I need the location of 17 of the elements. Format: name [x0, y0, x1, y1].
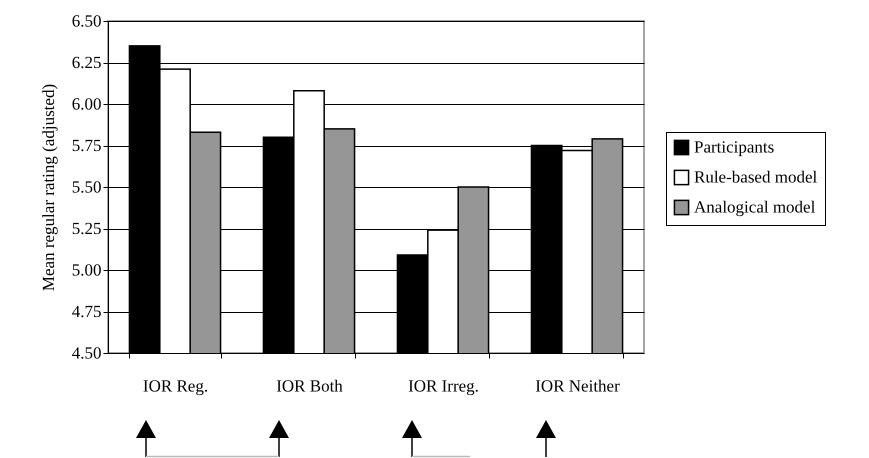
- x-tick-label: IOR Irreg.: [408, 376, 479, 396]
- y-tick-label: 5.25: [72, 219, 102, 238]
- y-axis-title: Mean regular rating (adjusted): [38, 84, 58, 292]
- y-tick-label: 4.50: [72, 344, 102, 362]
- y-tick-label: 6.25: [72, 53, 102, 72]
- y-tick-label: 6.00: [72, 94, 102, 114]
- x-tick-label: IOR Both: [276, 376, 344, 396]
- y-tick-label: 5.75: [72, 136, 102, 155]
- legend-label: Rule-based model: [694, 168, 818, 186]
- y-tick-label: 5.50: [72, 178, 102, 196]
- y-tick-label: 4.75: [72, 302, 102, 321]
- legend-label: Participants: [694, 138, 774, 156]
- y-tick-label: 5.00: [72, 260, 102, 280]
- x-tick-label: IOR Neither: [535, 376, 620, 396]
- x-tick-label: IOR Reg.: [142, 376, 208, 396]
- legend-label: Analogical model: [694, 198, 816, 216]
- y-tick-label: 6.50: [72, 12, 102, 30]
